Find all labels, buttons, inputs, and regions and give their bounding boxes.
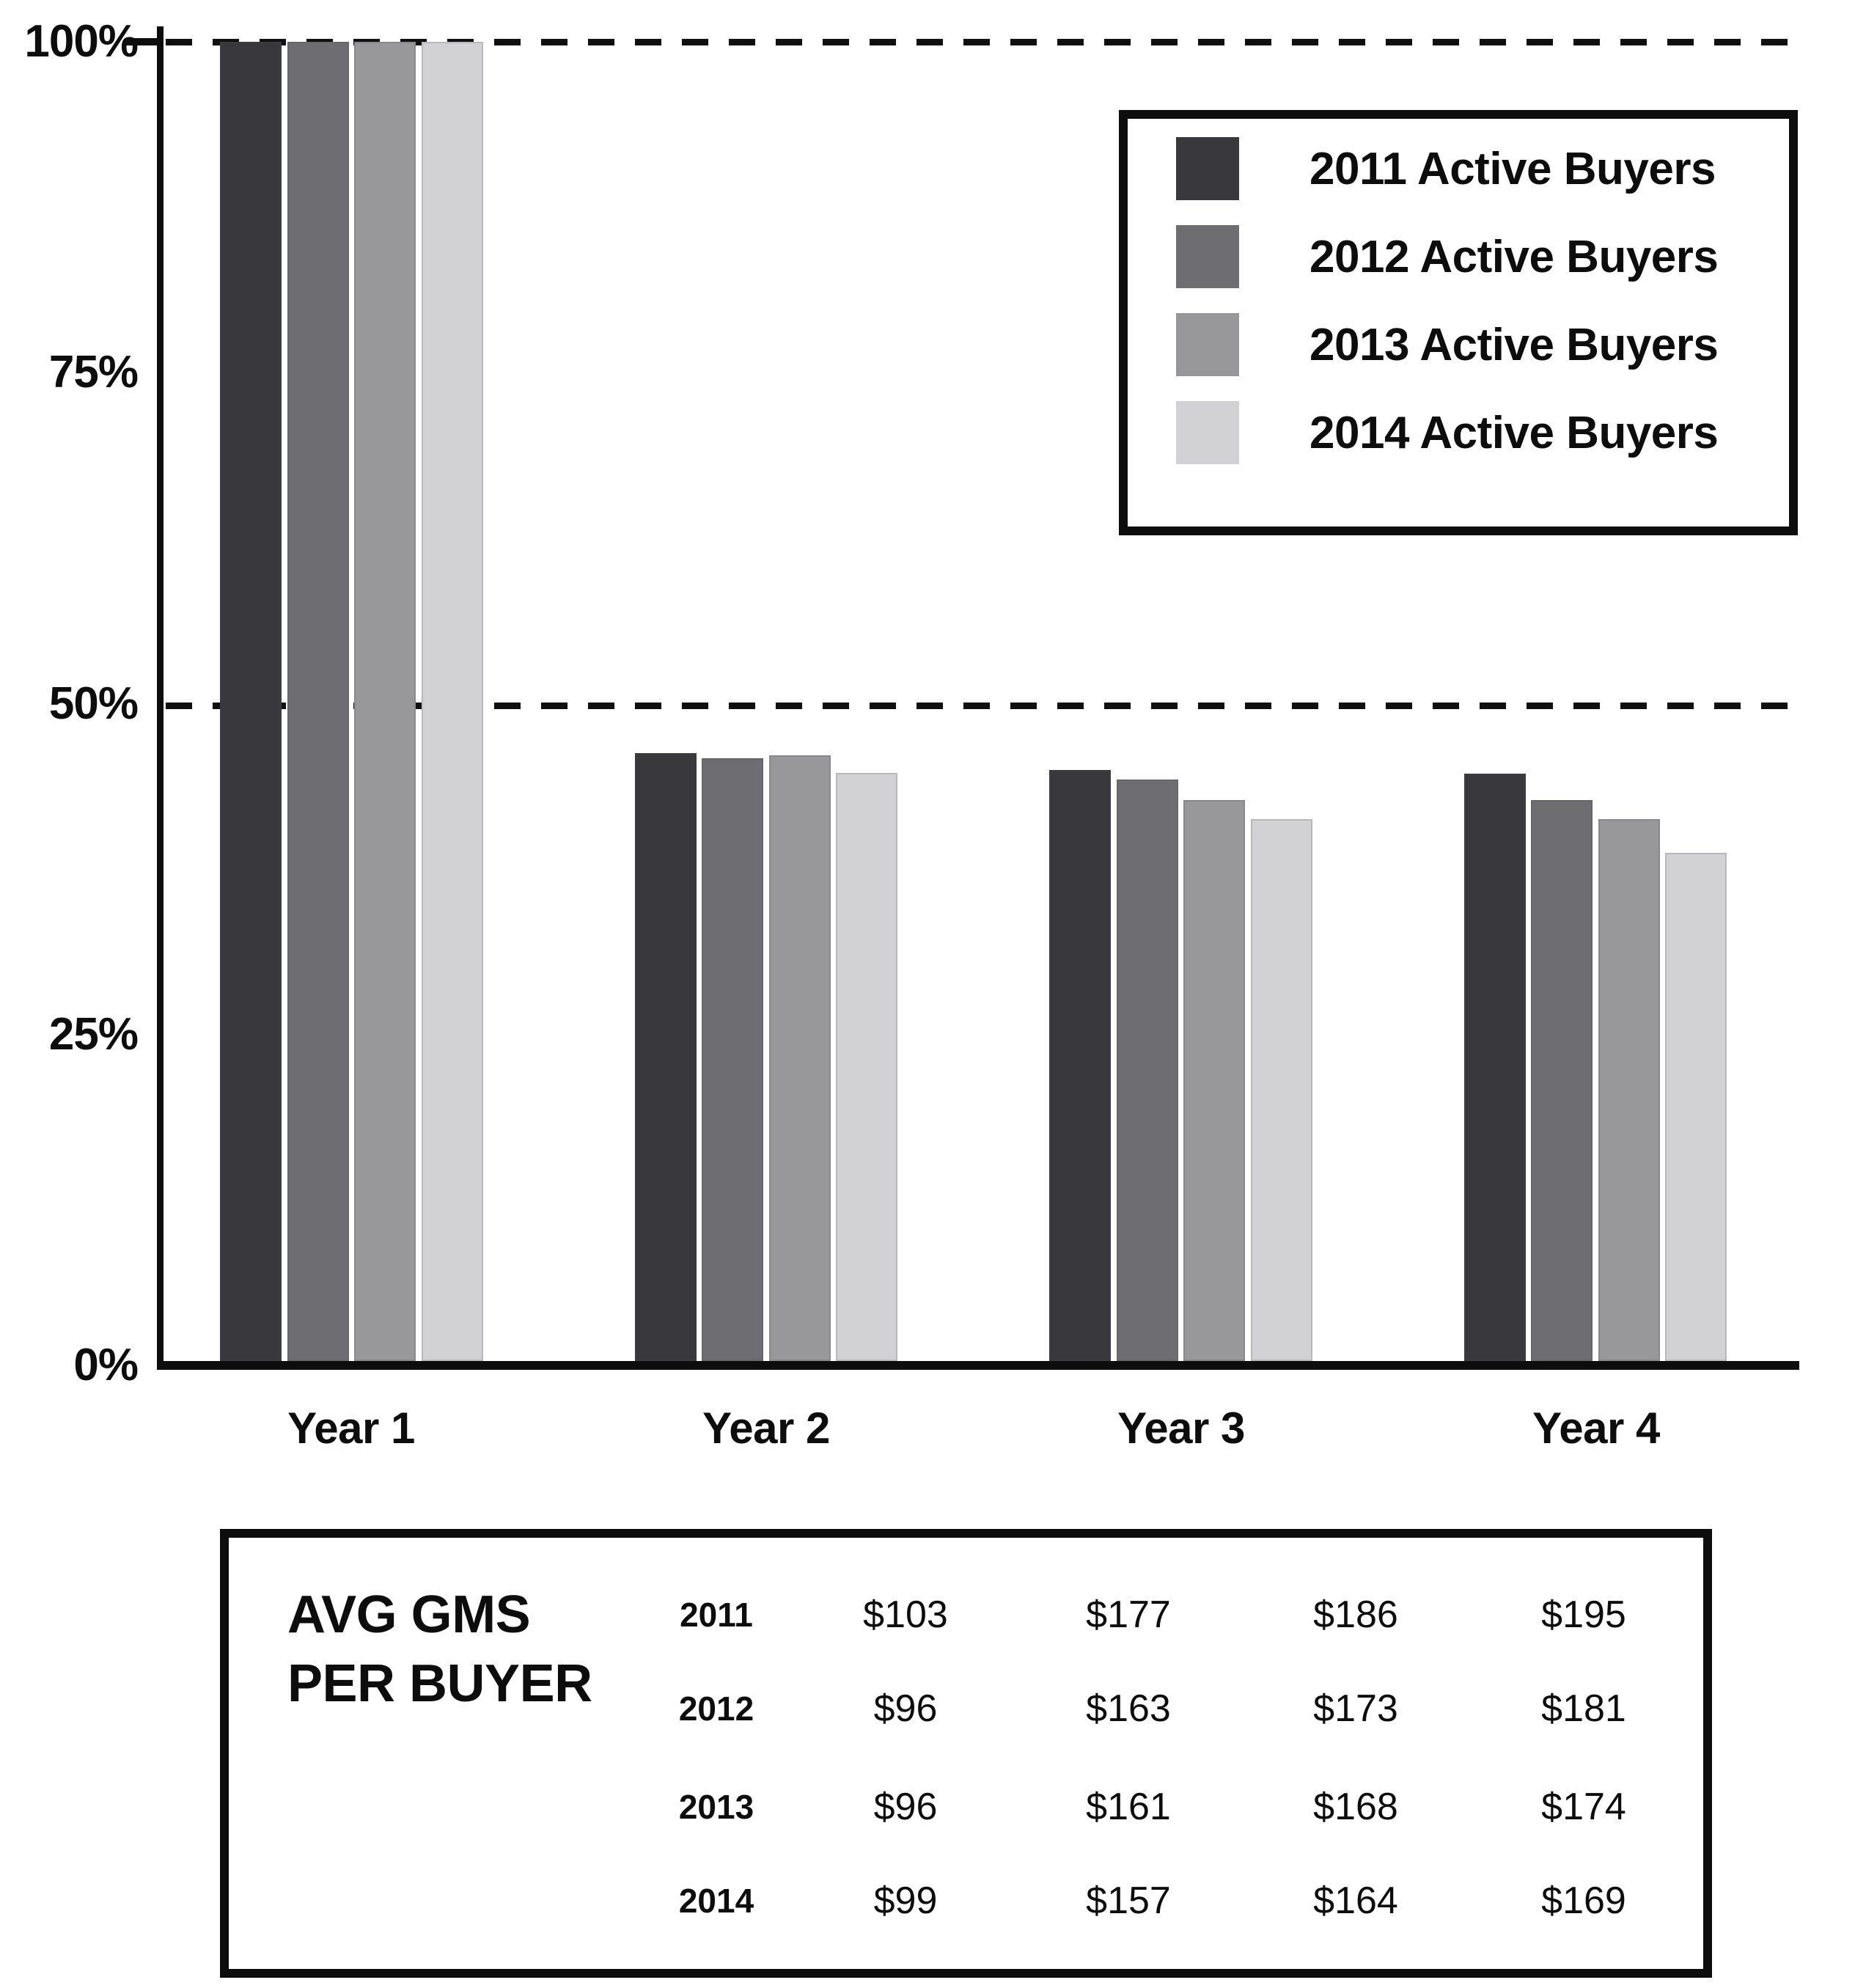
legend-label-2012: 2012 Active Buyers: [1309, 231, 1719, 282]
avg-gms-title-line1: AVG GMS: [287, 1585, 531, 1644]
avg-gms-title-line2: PER BUYER: [287, 1654, 592, 1713]
gms-2014-year3: $164: [1313, 1879, 1398, 1922]
y-tick-label-25: 25%: [48, 1009, 139, 1060]
gms-2013-year3: $168: [1313, 1786, 1398, 1828]
legend-item-2013: 2013 Active Buyers: [1176, 301, 1789, 389]
gms-2013-year2: $161: [1086, 1786, 1171, 1828]
table-row-2012: 2012 $96 $163 $173 $181: [229, 1679, 1703, 1738]
legend-swatch-2013-icon: [1176, 313, 1239, 376]
gms-2011-year2: $177: [1086, 1593, 1171, 1636]
bar-year2-2012: [702, 758, 763, 1361]
gridline-100pct: [166, 39, 1795, 45]
bar-year4-2014: [1665, 853, 1727, 1361]
bar-year2-2011: [634, 752, 697, 1361]
y-tick-label-75: 75%: [48, 347, 139, 397]
gridline-50pct: [166, 703, 1795, 709]
gms-2012-year4: $181: [1541, 1687, 1626, 1730]
gms-2012-year2: $163: [1086, 1687, 1171, 1730]
legend-swatch-2011-icon: [1176, 137, 1239, 200]
bar-year3-2013: [1183, 800, 1245, 1361]
bar-year3-2012: [1116, 779, 1178, 1361]
legend-item-2011: 2011 Active Buyers: [1176, 125, 1789, 213]
x-axis-line: [157, 1361, 1799, 1370]
legend-item-2014: 2014 Active Buyers: [1176, 389, 1789, 477]
gms-2014-year4: $169: [1541, 1879, 1626, 1922]
bar-year1-2012: [287, 42, 349, 1361]
y-tick-label-100: 100%: [24, 16, 139, 67]
legend-swatch-2012-icon: [1176, 225, 1239, 288]
gms-2013-year4: $174: [1541, 1786, 1626, 1828]
bar-year1-2011: [220, 42, 282, 1361]
row-year-2014: 2014: [678, 1882, 754, 1920]
row-year-2012: 2012: [678, 1690, 754, 1728]
bar-year1-2014: [421, 42, 483, 1361]
y-axis-line: [157, 26, 164, 1370]
row-year-2011: 2011: [680, 1596, 753, 1634]
bar-year4-2013: [1598, 818, 1660, 1361]
gms-2012-year1: $96: [873, 1687, 938, 1730]
gms-2011-year1: $103: [863, 1593, 948, 1636]
legend-label-2014: 2014 Active Buyers: [1309, 407, 1719, 458]
legend-item-2012: 2012 Active Buyers: [1176, 213, 1789, 301]
bar-year4-2012: [1531, 800, 1593, 1361]
avg-gms-title: AVG GMS PER BUYER: [287, 1580, 592, 1718]
bar-year3-2014: [1250, 818, 1312, 1361]
table-row-2013: 2013 $96 $161 $168 $174: [229, 1778, 1703, 1836]
bar-year4-2011: [1463, 774, 1526, 1361]
gms-2012-year3: $173: [1313, 1687, 1398, 1730]
x-label-year-3: Year 3: [1117, 1404, 1245, 1453]
gms-2014-year2: $157: [1086, 1879, 1171, 1922]
legend: 2011 Active Buyers 2012 Active Buyers 20…: [1119, 110, 1798, 535]
y-tick-label-50: 50%: [48, 678, 139, 729]
gms-2014-year1: $99: [873, 1879, 938, 1922]
x-label-year-2: Year 2: [702, 1404, 830, 1453]
gms-2011-year4: $195: [1541, 1593, 1626, 1636]
gms-2011-year3: $186: [1313, 1593, 1398, 1636]
legend-label-2013: 2013 Active Buyers: [1309, 319, 1719, 370]
legend-swatch-2014-icon: [1176, 401, 1239, 464]
table-row-2011: 2011 $103 $177 $186 $195: [229, 1585, 1703, 1644]
x-label-year-4: Year 4: [1532, 1404, 1660, 1453]
legend-label-2011: 2011 Active Buyers: [1309, 143, 1716, 194]
y-tick-label-0: 0%: [73, 1340, 139, 1390]
row-year-2013: 2013: [678, 1788, 754, 1826]
table-row-2014: 2014 $99 $157 $164 $169: [229, 1871, 1703, 1930]
avg-gms-table: AVG GMS PER BUYER 2011 $103 $177 $186 $1…: [220, 1529, 1712, 1978]
bar-year3-2011: [1049, 770, 1111, 1361]
bar-year2-2013: [768, 755, 831, 1361]
y-axis-tick-100: [126, 38, 157, 45]
x-label-year-1: Year 1: [287, 1404, 415, 1453]
gms-2013-year1: $96: [873, 1786, 938, 1828]
bar-year2-2014: [836, 772, 897, 1361]
bar-year1-2013: [354, 42, 416, 1361]
